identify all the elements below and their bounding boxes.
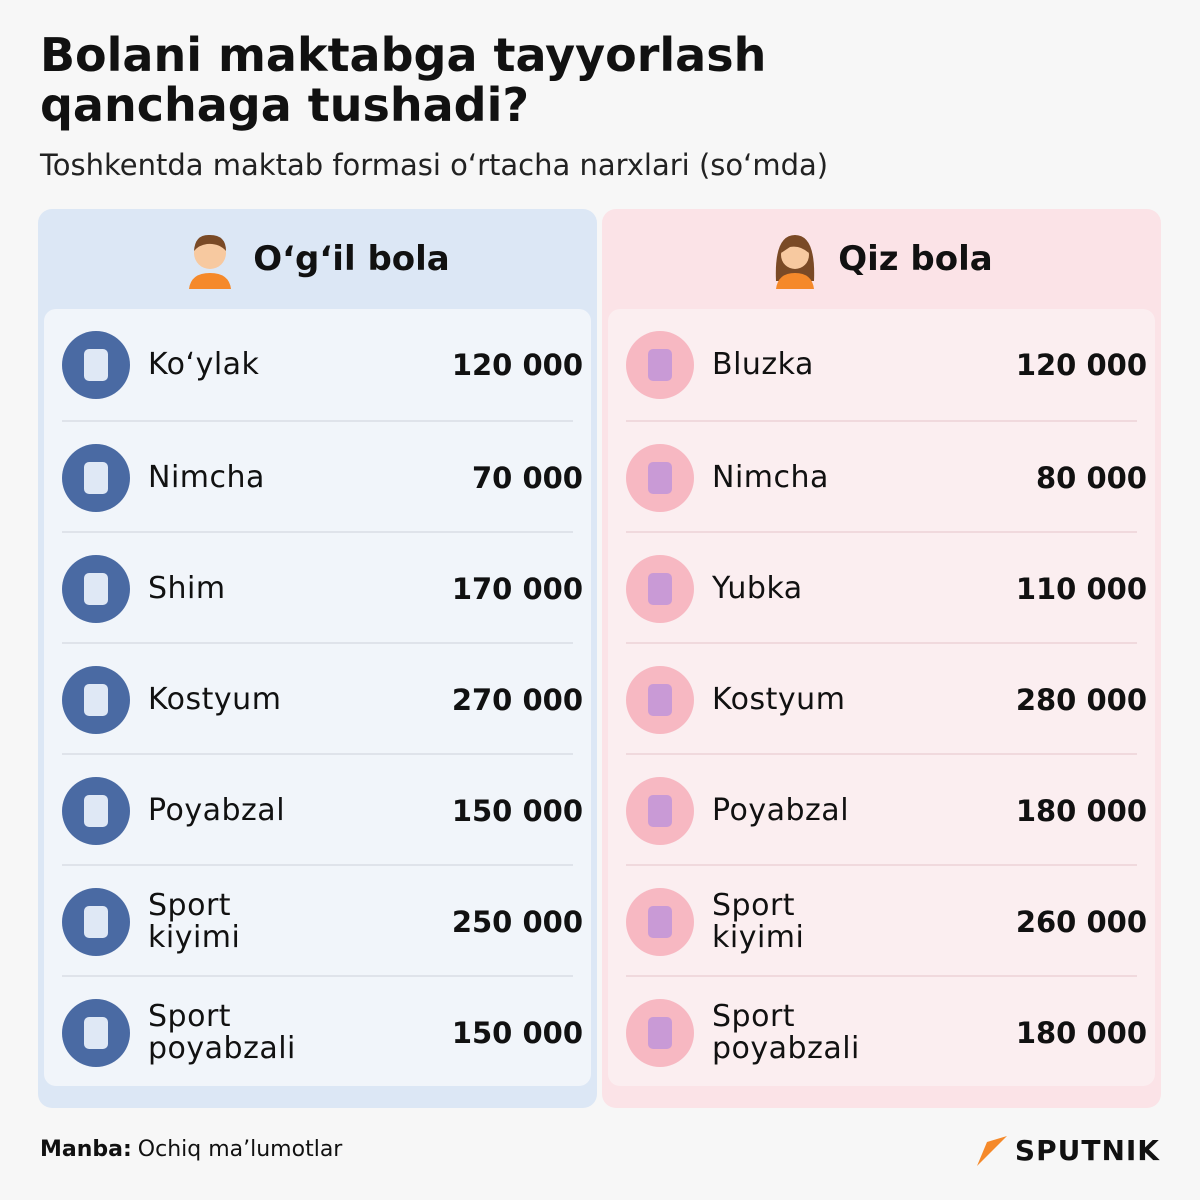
item-price: 150 000 xyxy=(451,793,583,828)
item-icon xyxy=(626,665,694,734)
column-header: Qiz bola xyxy=(602,229,1161,289)
item-icon xyxy=(62,887,130,956)
price-row: Yubka 110 000 xyxy=(626,531,1147,644)
price-row: Kostyum 270 000 xyxy=(62,642,583,755)
item-price: 260 000 xyxy=(1015,904,1147,939)
price-list: Bluzka 120 000 Nimcha 80 000 Yubka 110 000 Kos… xyxy=(608,309,1155,1086)
source: Manba: Ochiq ma’lumotlar xyxy=(40,1137,342,1162)
item-price: 110 000 xyxy=(1015,571,1147,606)
column-title: Qiz bola xyxy=(838,239,993,279)
item-price: 250 000 xyxy=(451,904,583,939)
column-title: O‘g‘il bola xyxy=(253,239,450,279)
price-row: Poyabzal 180 000 xyxy=(626,753,1147,866)
item-label: Sport poyabzali xyxy=(148,998,296,1066)
item-icon xyxy=(626,330,694,399)
girl-avatar xyxy=(776,235,815,289)
logo: SPUTNIK xyxy=(973,1132,1160,1168)
item-price: 180 000 xyxy=(1015,793,1147,828)
item-label: Bluzka xyxy=(712,346,814,382)
item-price: 150 000 xyxy=(451,1015,583,1050)
item-label: Yubka xyxy=(712,570,803,606)
boy-panel: O‘g‘il bola Ko‘ylak 120 000 Nimcha 70 000 Sh… xyxy=(38,209,597,1108)
item-label: Ko‘ylak xyxy=(148,346,260,382)
item-price: 120 000 xyxy=(1015,347,1147,382)
price-row: Sport poyabzali 150 000 xyxy=(62,975,583,1088)
item-label: Sport kiyimi xyxy=(148,887,241,955)
item-icon xyxy=(62,998,130,1067)
source-text: Ochiq ma’lumotlar xyxy=(137,1137,343,1162)
item-label: Nimcha xyxy=(712,459,829,495)
item-icon xyxy=(62,554,130,623)
price-row: Poyabzal 150 000 xyxy=(62,753,583,866)
item-icon xyxy=(626,887,694,956)
price-row: Ko‘ylak 120 000 xyxy=(62,309,583,420)
item-label: Nimcha xyxy=(148,459,265,495)
logo-mark xyxy=(976,1136,1007,1166)
item-label: Kostyum xyxy=(148,681,282,717)
item-price: 170 000 xyxy=(451,571,583,606)
item-price: 280 000 xyxy=(1015,682,1147,717)
item-icon xyxy=(626,554,694,623)
girl-panel: Qiz bola Bluzka 120 000 Nimcha 80 000 Yubka 1… xyxy=(602,209,1161,1108)
item-icon xyxy=(62,443,130,512)
price-list: Ko‘ylak 120 000 Nimcha 70 000 Shim 170 000 Kos… xyxy=(44,309,591,1086)
price-row: Sport kiyimi 260 000 xyxy=(626,864,1147,977)
item-icon xyxy=(62,665,130,734)
item-label: Sport kiyimi xyxy=(712,887,805,955)
price-row: Sport kiyimi 250 000 xyxy=(62,864,583,977)
item-price: 270 000 xyxy=(451,682,583,717)
item-price: 180 000 xyxy=(1015,1015,1147,1050)
item-label: Poyabzal xyxy=(148,792,286,828)
item-icon xyxy=(62,330,130,399)
item-label: Sport poyabzali xyxy=(712,998,860,1066)
item-icon xyxy=(626,443,694,512)
price-row: Shim 170 000 xyxy=(62,531,583,644)
price-row: Nimcha 80 000 xyxy=(626,420,1147,533)
item-icon xyxy=(62,776,130,845)
item-label: Kostyum xyxy=(712,681,846,717)
item-label: Shim xyxy=(148,570,226,606)
subtitle: Toshkentda maktab formasi o‘rtacha narxl… xyxy=(40,148,829,182)
price-row: Nimcha 70 000 xyxy=(62,420,583,533)
item-icon xyxy=(626,776,694,845)
price-row: Sport poyabzali 180 000 xyxy=(626,975,1147,1088)
item-icon xyxy=(626,998,694,1067)
source-label: Manba: xyxy=(40,1137,132,1162)
item-label: Poyabzal xyxy=(712,792,850,828)
item-price: 70 000 xyxy=(472,460,583,495)
price-row: Kostyum 280 000 xyxy=(626,642,1147,755)
item-price: 120 000 xyxy=(451,347,583,382)
price-row: Bluzka 120 000 xyxy=(626,309,1147,420)
boy-avatar xyxy=(189,234,232,289)
column-header: O‘g‘il bola xyxy=(38,229,597,289)
item-price: 80 000 xyxy=(1036,460,1147,495)
logo-text: SPUTNIK xyxy=(1014,1133,1160,1167)
title: Bolani maktabga tayyorlash qanchaga tush… xyxy=(40,28,767,132)
